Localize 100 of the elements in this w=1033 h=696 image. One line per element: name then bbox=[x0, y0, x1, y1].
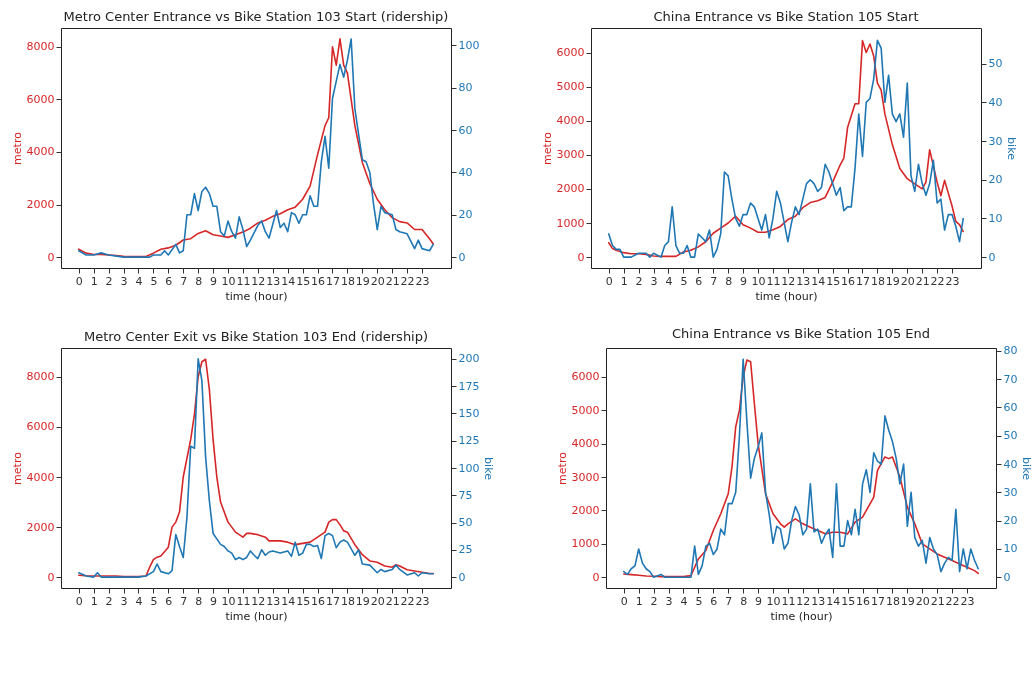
x-tick-label: 9 bbox=[210, 274, 218, 288]
y-tick-label: 6000 bbox=[571, 370, 600, 384]
x-tick-label: 17 bbox=[870, 594, 885, 608]
x-tick-label: 12 bbox=[796, 594, 811, 608]
x-tick-label: 2 bbox=[105, 594, 113, 608]
x-tick-label: 6 bbox=[710, 594, 718, 608]
y-tick-label: 8000 bbox=[26, 370, 55, 384]
y-tick-label: 6000 bbox=[26, 420, 55, 434]
x-tick-label: 21 bbox=[385, 274, 400, 288]
x-tick-label: 20 bbox=[370, 274, 385, 288]
x-tick-label: 4 bbox=[135, 274, 143, 288]
y2-axis-title: bike bbox=[1020, 457, 1033, 481]
x-tick-label: 1 bbox=[90, 594, 98, 608]
x-tick-label: 12 bbox=[781, 274, 796, 288]
y-tick-label: 0 bbox=[47, 250, 55, 264]
y2-tick-label: 10 bbox=[1003, 542, 1018, 556]
x-tick-label: 14 bbox=[281, 594, 296, 608]
x-tick-label: 5 bbox=[695, 594, 703, 608]
y-axis-title: metro bbox=[10, 131, 24, 165]
x-tick-label: 4 bbox=[680, 594, 688, 608]
x-tick-label: 7 bbox=[180, 594, 188, 608]
y-tick-label: 0 bbox=[47, 570, 55, 584]
x-tick-label: 8 bbox=[195, 274, 203, 288]
x-tick-label: 14 bbox=[811, 274, 826, 288]
x-tick-label: 21 bbox=[930, 594, 945, 608]
x-tick-label: 18 bbox=[340, 274, 355, 288]
x-tick-label: 10 bbox=[221, 594, 236, 608]
x-tick-label: 15 bbox=[826, 274, 841, 288]
x-tick-label: 15 bbox=[296, 594, 311, 608]
chart-title: Metro Center Exit vs Bike Station 103 End (ridership) bbox=[83, 329, 429, 344]
x-tick-label: 0 bbox=[620, 594, 628, 608]
y2-axis-title: bike bbox=[482, 457, 496, 481]
y-tick-label: 0 bbox=[577, 250, 585, 264]
chart-title: China Entrance vs Bike Station 105 Start bbox=[653, 9, 919, 24]
x-tick-label: 10 bbox=[766, 594, 781, 608]
y-tick-label: 6000 bbox=[26, 92, 55, 106]
chart-title: Metro Center Entrance vs Bike Station 103 Start (ridership) bbox=[63, 9, 449, 24]
x-tick-label: 9 bbox=[740, 274, 748, 288]
x-tick-label: 6 bbox=[165, 274, 173, 288]
y2-tick-label: 150 bbox=[458, 406, 480, 420]
x-tick-label: 0 bbox=[75, 594, 83, 608]
x-tick-label: 19 bbox=[355, 594, 370, 608]
x-tick-label: 6 bbox=[695, 274, 703, 288]
x-tick-label: 5 bbox=[680, 274, 688, 288]
x-tick-label: 22 bbox=[400, 594, 415, 608]
x-tick-label: 16 bbox=[856, 594, 871, 608]
x-tick-label: 14 bbox=[826, 594, 841, 608]
x-tick-label: 1 bbox=[90, 274, 98, 288]
x-tick-label: 2 bbox=[650, 594, 658, 608]
y-tick-label: 2000 bbox=[26, 198, 55, 212]
x-tick-label: 9 bbox=[210, 594, 218, 608]
y-tick-label: 5000 bbox=[571, 403, 600, 417]
y2-tick-label: 60 bbox=[1003, 400, 1018, 414]
x-tick-label: 19 bbox=[885, 274, 900, 288]
y2-tick-label: 40 bbox=[458, 165, 473, 179]
x-tick-label: 18 bbox=[870, 274, 885, 288]
x-tick-label: 10 bbox=[751, 274, 766, 288]
y2-tick-label: 20 bbox=[1003, 514, 1018, 528]
x-axis-title: time (hour) bbox=[225, 609, 288, 623]
x-tick-label: 22 bbox=[400, 274, 415, 288]
x-tick-label: 4 bbox=[665, 274, 673, 288]
x-axis-title: time (hour) bbox=[225, 289, 288, 303]
y-tick-label: 6000 bbox=[556, 46, 585, 60]
y2-tick-label: 10 bbox=[988, 211, 1003, 225]
x-tick-label: 8 bbox=[740, 594, 748, 608]
x-tick-label: 17 bbox=[325, 274, 340, 288]
y-tick-label: 2000 bbox=[556, 182, 585, 196]
y-tick-label: 3000 bbox=[571, 470, 600, 484]
y2-tick-label: 80 bbox=[1003, 344, 1018, 358]
y-axis-title: metro bbox=[10, 451, 24, 485]
x-tick-label: 3 bbox=[665, 594, 673, 608]
x-tick-label: 15 bbox=[841, 594, 856, 608]
y2-tick-label: 50 bbox=[1003, 429, 1018, 443]
y-tick-label: 4000 bbox=[556, 114, 585, 128]
x-tick-label: 22 bbox=[945, 594, 960, 608]
x-tick-label: 4 bbox=[135, 594, 143, 608]
x-tick-label: 12 bbox=[251, 274, 266, 288]
y2-tick-label: 0 bbox=[1003, 570, 1011, 584]
y2-tick-label: 50 bbox=[458, 516, 473, 530]
x-tick-label: 22 bbox=[930, 274, 945, 288]
x-axis-title: time (hour) bbox=[755, 289, 818, 303]
x-tick-label: 14 bbox=[281, 274, 296, 288]
y-tick-label: 2000 bbox=[26, 520, 55, 534]
x-tick-label: 11 bbox=[781, 594, 796, 608]
y2-tick-label: 60 bbox=[458, 123, 473, 137]
x-tick-label: 9 bbox=[755, 594, 763, 608]
x-tick-label: 15 bbox=[296, 274, 311, 288]
line-series bbox=[607, 39, 965, 258]
x-tick-label: 13 bbox=[266, 594, 281, 608]
y2-tick-label: 70 bbox=[1003, 372, 1018, 386]
x-tick-label: 18 bbox=[885, 594, 900, 608]
y2-tick-label: 40 bbox=[988, 95, 1003, 109]
chart-title: China Entrance vs Bike Station 105 End bbox=[672, 325, 930, 341]
x-tick-label: 2 bbox=[635, 274, 643, 288]
y2-tick-label: 30 bbox=[988, 134, 1003, 148]
x-tick-label: 3 bbox=[650, 274, 658, 288]
y-tick-label: 5000 bbox=[556, 80, 585, 94]
x-tick-label: 23 bbox=[415, 594, 430, 608]
x-tick-label: 19 bbox=[355, 274, 370, 288]
y2-tick-label: 0 bbox=[458, 570, 466, 584]
